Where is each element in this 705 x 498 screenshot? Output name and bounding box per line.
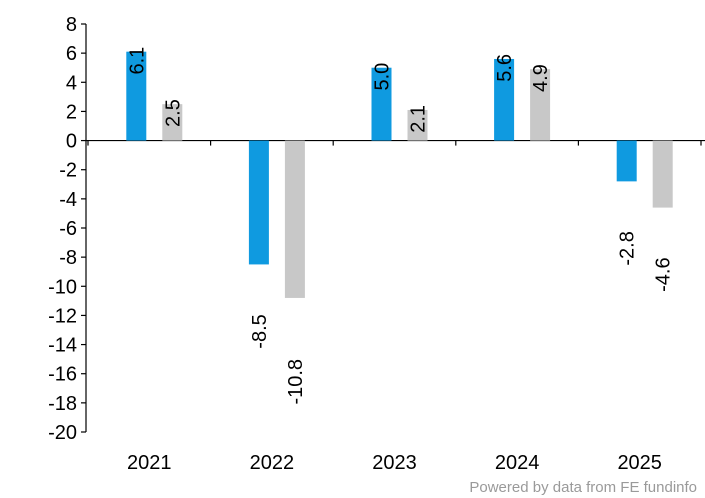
bar-series-2-2025 <box>652 140 673 208</box>
data-label: -8.5 <box>249 314 271 348</box>
y-tick-label: -14 <box>48 335 77 357</box>
data-label: -4.6 <box>653 257 675 291</box>
data-label: 6.1 <box>126 47 148 75</box>
x-tick-label: 2021 <box>127 452 172 474</box>
data-label: 5.6 <box>494 54 516 82</box>
bar-series-2-2021 <box>162 104 183 141</box>
data-labels: 6.1 -8.5 5.0 5.6 -2.8 2.5 -10.8 2.1 4.9 -4.6 <box>126 47 674 405</box>
y-tick-label: -12 <box>48 305 77 327</box>
credit-text: Powered by data from FE fundinfo <box>469 479 697 496</box>
data-label: 5.0 <box>372 63 394 91</box>
x-tick-label: 2024 <box>495 452 540 474</box>
y-tick-label: -20 <box>48 422 77 444</box>
y-tick-label: 2 <box>66 101 77 123</box>
bar-series-1-2021 <box>126 51 147 141</box>
x-axis: 2021 2022 2023 2024 2025 <box>86 139 705 474</box>
bar-series-1-2023 <box>371 67 392 141</box>
y-tick-label: -8 <box>59 247 77 269</box>
bar-series-1-2024 <box>494 58 515 141</box>
y-tick-label: -10 <box>48 276 77 298</box>
y-tick-label: -6 <box>59 218 77 240</box>
y-tick-label: 8 <box>66 14 77 36</box>
bars <box>126 51 673 298</box>
data-label: -10.8 <box>285 359 307 405</box>
bar-series-2-2023 <box>407 109 428 141</box>
data-label: 4.9 <box>530 64 552 92</box>
x-tick-label: 2022 <box>250 452 295 474</box>
y-tick-label: 6 <box>66 43 77 65</box>
data-label: 2.5 <box>162 99 184 127</box>
bar-series-1-2025 <box>616 140 637 182</box>
y-tick-label: -18 <box>48 393 77 415</box>
x-tick-label: 2025 <box>617 452 662 474</box>
data-label: -2.8 <box>617 231 639 265</box>
y-tick-label: 4 <box>66 72 77 94</box>
bar-series-2-2022 <box>284 140 305 298</box>
data-label: 2.1 <box>408 105 430 133</box>
x-tick-label: 2023 <box>372 452 417 474</box>
y-tick-label: -2 <box>59 160 77 182</box>
y-tick-label: 0 <box>66 131 77 153</box>
y-axis: 8 6 4 2 0 -2 -4 -6 -8 -10 -12 -14 -16 -18 -20 <box>48 14 87 444</box>
bar-series-1-2022 <box>248 140 269 265</box>
bar-series-2-2024 <box>530 69 551 141</box>
y-tick-label: -4 <box>59 189 77 211</box>
y-tick-label: -16 <box>48 364 77 386</box>
